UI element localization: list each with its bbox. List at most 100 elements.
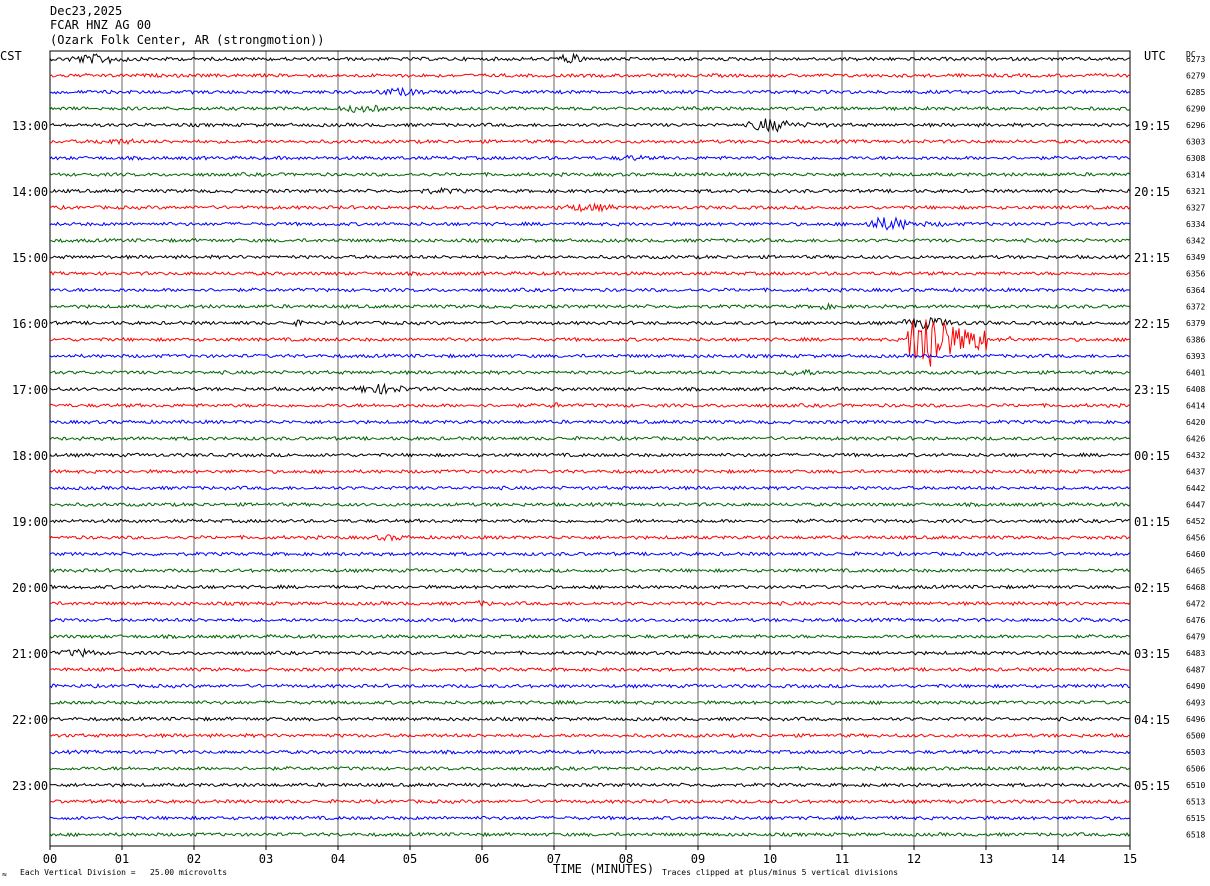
seismic-trace	[49, 815, 1131, 821]
seismic-trace	[49, 782, 1131, 788]
utc-hour-label: 01:15	[1134, 515, 1170, 529]
dc-header-label: DC	[1186, 50, 1196, 59]
seismic-trace	[49, 699, 1131, 706]
local-hour-label: 14:00	[12, 185, 48, 199]
local-hour-label: 22:00	[12, 713, 48, 727]
seismic-trace	[49, 419, 1131, 425]
seismic-trace	[49, 716, 1131, 722]
seismic-trace	[49, 617, 1131, 623]
local-hour-label: 21:00	[12, 647, 48, 661]
station-location: (Ozark Folk Center, AR (strongmotion))	[50, 33, 325, 47]
x-tick-label: 00	[43, 852, 57, 866]
utc-hour-label: 23:15	[1134, 383, 1170, 397]
dc-offset-label: 6414	[1186, 402, 1205, 411]
seismic-trace	[49, 402, 1131, 409]
dc-offset-label: 6342	[1186, 237, 1205, 246]
dc-offset-label: 6314	[1186, 171, 1205, 180]
seismic-trace	[49, 468, 1131, 475]
x-tick-label: 10	[763, 852, 777, 866]
seismic-trace	[49, 368, 1131, 377]
dc-offset-label: 6386	[1186, 336, 1205, 345]
seismic-trace	[49, 353, 1131, 359]
scale-icon: ≈	[2, 870, 7, 879]
dc-offset-label: 6321	[1186, 187, 1205, 196]
dc-offset-label: 6364	[1186, 286, 1205, 295]
utc-hour-label: 05:15	[1134, 779, 1170, 793]
dc-offset-label: 6503	[1186, 748, 1205, 757]
seismic-trace	[49, 551, 1131, 557]
x-tick-label: 04	[331, 852, 345, 866]
dc-offset-label: 6379	[1186, 319, 1205, 328]
dc-offset-label: 6456	[1186, 534, 1205, 543]
dc-offset-label: 6426	[1186, 435, 1205, 444]
seismic-trace	[49, 317, 1131, 331]
record-date: Dec23,2025	[50, 4, 123, 18]
seismic-trace	[49, 435, 1131, 442]
utc-hour-label: 00:15	[1134, 449, 1170, 463]
dc-offset-label: 6408	[1186, 385, 1205, 394]
dc-offset-label: 6447	[1186, 501, 1205, 510]
dc-offset-label: 6513	[1186, 798, 1205, 807]
seismic-trace	[49, 154, 1131, 162]
dc-offset-label: 6437	[1186, 468, 1205, 477]
utc-hour-label: 02:15	[1134, 581, 1170, 595]
utc-hour-label: 20:15	[1134, 185, 1170, 199]
dc-offset-label: 6518	[1186, 831, 1205, 840]
dc-offset-label: 6296	[1186, 121, 1205, 130]
dc-offset-label: 6479	[1186, 633, 1205, 642]
dc-offset-label: 6303	[1186, 138, 1205, 147]
local-hour-label: 16:00	[12, 317, 48, 331]
seismic-trace	[49, 202, 1131, 213]
dc-offset-label: 6279	[1186, 72, 1205, 81]
x-tick-label: 03	[259, 852, 273, 866]
seismic-trace	[49, 86, 1131, 97]
right-timezone-label: UTC	[1144, 49, 1166, 63]
dc-offset-label: 6487	[1186, 666, 1205, 675]
seismic-trace	[49, 118, 1131, 133]
dc-offset-label: 6372	[1186, 303, 1205, 312]
dc-offset-label: 6349	[1186, 253, 1205, 262]
seismic-trace	[49, 171, 1131, 178]
x-tick-label: 01	[115, 852, 129, 866]
clipping-note: Traces clipped at plus/minus 5 vertical …	[662, 868, 899, 877]
dc-offset-label: 6273	[1186, 55, 1205, 64]
dc-offset-label: 6356	[1186, 270, 1205, 279]
x-tick-label: 11	[835, 852, 849, 866]
dc-offset-label: 6468	[1186, 583, 1205, 592]
local-hour-label: 15:00	[12, 251, 48, 265]
x-tick-label: 05	[403, 852, 417, 866]
x-tick-label: 02	[187, 852, 201, 866]
dc-offset-label: 6442	[1186, 484, 1205, 493]
plot-grid	[49, 50, 1131, 847]
dc-offset-label: 6327	[1186, 204, 1205, 213]
utc-hour-label: 21:15	[1134, 251, 1170, 265]
seismic-trace	[49, 647, 1131, 658]
seismic-trace	[49, 485, 1131, 491]
dc-offset-label: 6476	[1186, 616, 1205, 625]
seismic-trace	[49, 270, 1131, 277]
dc-offset-label: 6420	[1186, 418, 1205, 427]
seismic-trace	[49, 138, 1131, 146]
seismic-traces	[49, 52, 1131, 838]
seismic-trace	[49, 749, 1131, 755]
x-tick-label: 13	[979, 852, 993, 866]
seismic-trace	[49, 237, 1131, 244]
dc-offset-label: 6285	[1186, 88, 1205, 97]
seismic-trace	[49, 732, 1131, 739]
utc-hour-label: 03:15	[1134, 647, 1170, 661]
dc-offset-label: 6483	[1186, 649, 1205, 658]
seismic-trace	[49, 382, 1131, 395]
seismic-trace	[49, 302, 1131, 311]
seismic-trace	[49, 287, 1131, 293]
utc-hour-label: 19:15	[1134, 119, 1170, 133]
seismic-trace	[49, 254, 1131, 260]
dc-offset-label: 6506	[1186, 765, 1205, 774]
x-tick-label: 14	[1051, 852, 1065, 866]
dc-offset-label: 6510	[1186, 781, 1205, 790]
local-hour-label: 19:00	[12, 515, 48, 529]
seismic-trace	[49, 666, 1131, 673]
seismic-trace	[49, 534, 1131, 542]
local-hour-label: 17:00	[12, 383, 48, 397]
seismic-trace	[49, 216, 1131, 231]
